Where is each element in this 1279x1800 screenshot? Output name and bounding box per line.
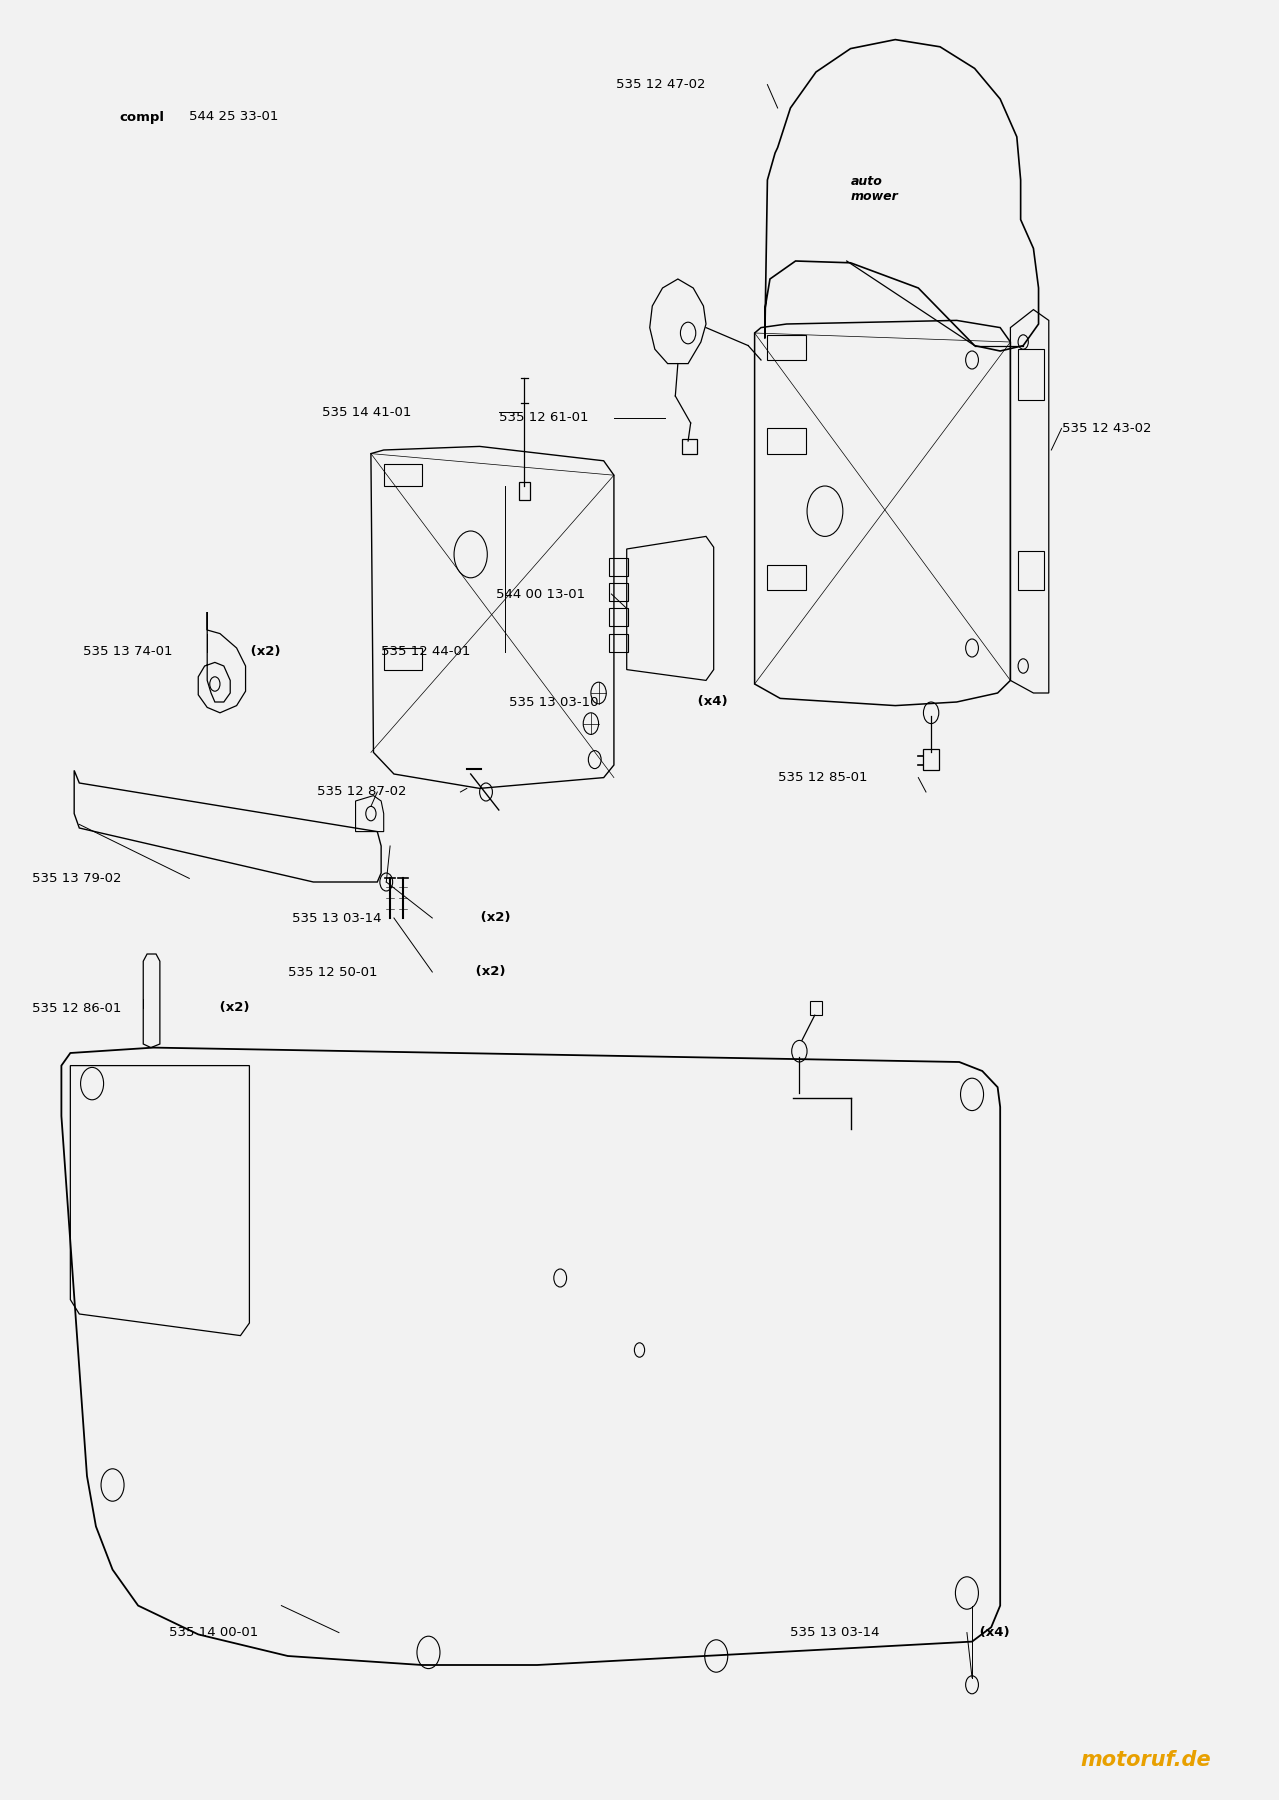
Text: 535 13 03-14: 535 13 03-14	[292, 911, 381, 925]
Text: 535 12 86-01: 535 12 86-01	[32, 1001, 122, 1015]
Text: 535 12 61-01: 535 12 61-01	[499, 410, 588, 425]
Text: (x4): (x4)	[693, 695, 728, 709]
Text: 535 12 50-01: 535 12 50-01	[288, 965, 377, 979]
Text: (x2): (x2)	[215, 1001, 249, 1015]
Text: 535 12 44-01: 535 12 44-01	[381, 644, 471, 659]
Text: auto
mower: auto mower	[851, 175, 898, 203]
Text: 535 14 41-01: 535 14 41-01	[322, 405, 412, 419]
Text: 535 13 03-10: 535 13 03-10	[509, 695, 599, 709]
Text: 535 12 87-02: 535 12 87-02	[317, 785, 407, 799]
Text: 544 25 33-01: 544 25 33-01	[189, 110, 279, 124]
Text: (x4): (x4)	[975, 1625, 1009, 1640]
Text: (x2): (x2)	[471, 965, 505, 979]
Text: 535 13 74-01: 535 13 74-01	[83, 644, 173, 659]
Text: 535 13 03-14: 535 13 03-14	[790, 1625, 880, 1640]
Text: compl: compl	[119, 110, 164, 124]
Text: 535 13 79-02: 535 13 79-02	[32, 871, 122, 886]
Text: (x2): (x2)	[246, 644, 280, 659]
Text: (x2): (x2)	[476, 911, 510, 925]
Text: motoruf.de: motoruf.de	[1081, 1750, 1211, 1771]
Text: 535 12 47-02: 535 12 47-02	[616, 77, 706, 92]
Text: 535 14 00-01: 535 14 00-01	[169, 1625, 258, 1640]
Text: 535 12 85-01: 535 12 85-01	[778, 770, 867, 785]
Text: 535 12 43-02: 535 12 43-02	[1062, 421, 1151, 436]
Text: 544 00 13-01: 544 00 13-01	[496, 587, 586, 601]
